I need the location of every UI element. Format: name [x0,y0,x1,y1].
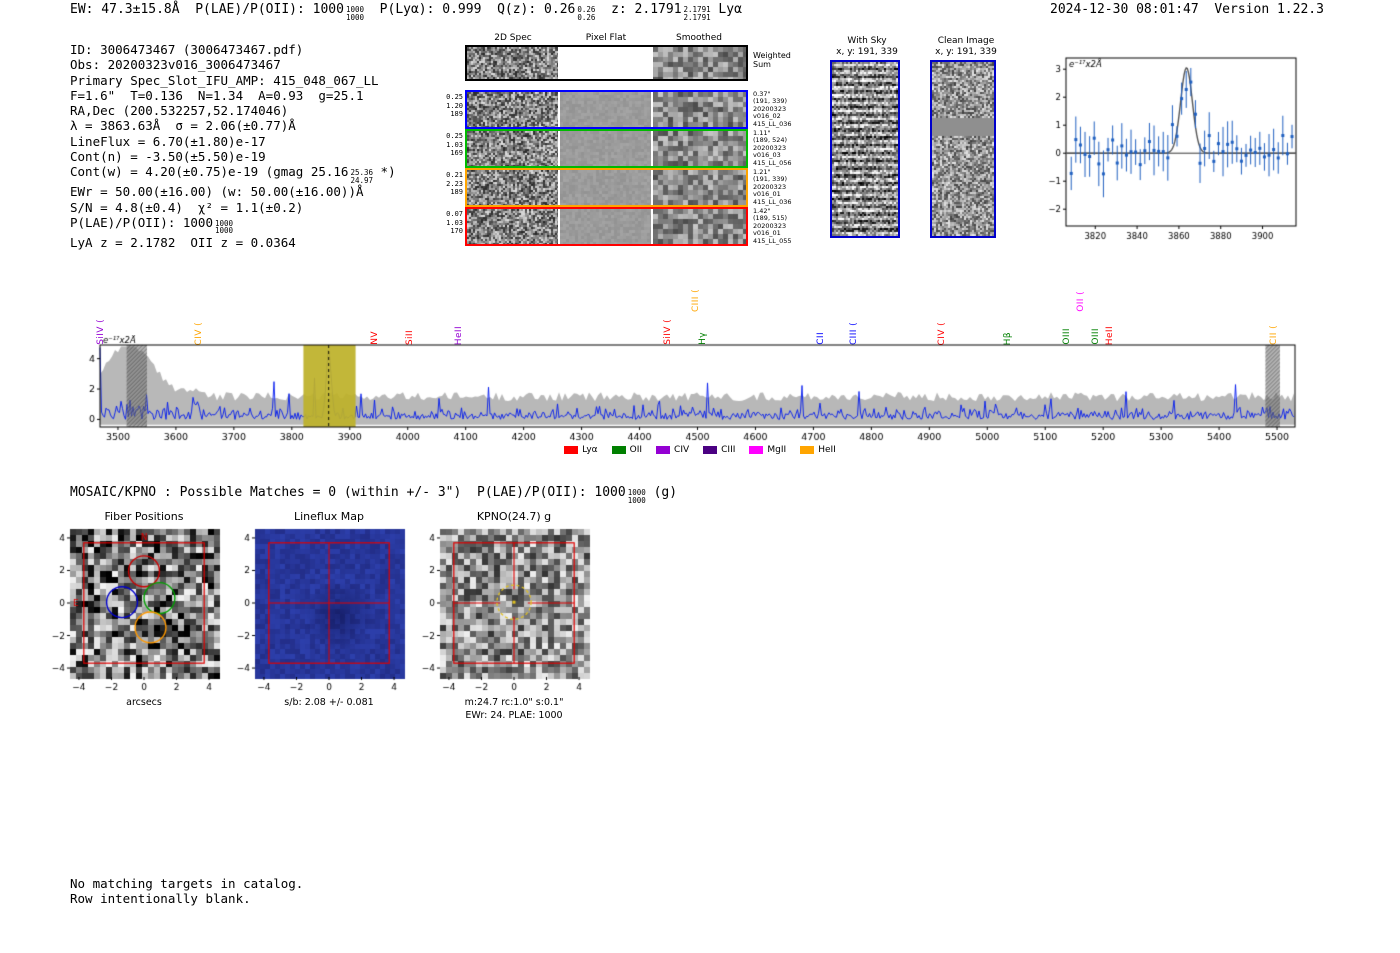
spec2d-row-weights: 0.25 1.20 189 [446,93,463,118]
legend-swatch [749,446,764,454]
spec2d-row-images [465,45,748,81]
kpno-ew-plae-label: EWr: 24. PLAE: 1000 [465,710,563,721]
smoothed-fiber-image [653,209,746,244]
cutout-title-fiber-positions: Fiber Positions [104,510,184,523]
pixel-flat-weighted-image [560,47,651,79]
info-line: RA,Dec (200.532257,52.174046) [70,103,289,119]
info-line: LineFlux = 6.70(±1.80)e-17 [70,133,266,149]
legend-item: CIII [703,445,735,455]
stacked-fraction: 1000 1000 [215,218,234,236]
zoomed-spectrum-plot [1030,46,1310,246]
with-sky-panel: With Sky x, y: 191, 339 [830,36,904,238]
spec2d-row-images [465,207,748,246]
clean-image-coords: x, y: 191, 339 [935,47,997,57]
info-line: EWr = 50.00(±16.00) (w: 50.00(±16.00))Å [70,184,364,200]
pixel-flat-fiber-image [560,209,651,244]
fiber-positions-xlabel: arcsecs [126,697,162,708]
legend-swatch [656,446,671,454]
kpno-xlabel: m:24.7 rc:1.0" s:0.1" [464,697,564,708]
legend-item: HeII [800,445,836,455]
spec2d-row-annotation: 1.11" (189, 524) 20200323 v016_03 415_LL_056 [753,129,792,167]
spec2d-col-header: Smoothed [676,33,722,43]
pixel-flat-fiber-image [560,92,651,127]
spec2d-row-images [465,129,748,168]
with-sky-coords: x, y: 191, 339 [836,47,898,57]
legend-swatch [703,446,718,454]
lineflux-map-plot [225,525,425,697]
note-row-blank: Row intentionally blank. [70,891,251,906]
spec2d-row-weights: 0.21 2.23 189 [446,171,463,196]
spec2d-row-images [465,168,748,207]
spec2d-fiber-image [467,131,558,166]
info-line: LyA z = 2.1782 OII z = 0.0364 [70,234,296,250]
stacked-fraction: 2.1791 2.1791 [683,5,711,22]
cutout-title-lineflux-map: Lineflux Map [293,510,365,523]
spec2d-row-weights: 0.25 1.03 169 [446,132,463,157]
note-no-matching-targets: No matching targets in catalog. [70,876,304,891]
emission-line-label: CIII ( [690,288,701,312]
emission-line-label: OII ( [1076,291,1087,312]
spectrum-legend: Lyα OII CIV CIII MgII HeII [520,445,880,455]
lineflux-map-xlabel: s/b: 2.08 +/- 0.081 [284,697,374,708]
pixel-flat-fiber-image [560,131,651,166]
info-line: S/N = 4.8(±0.4) χ² = 1.1(±0.2) [70,199,304,215]
legend-swatch [800,446,815,454]
legend-swatch [611,446,626,454]
info-line: Obs: 20200323v016_3006473467 [70,57,281,73]
spec2d-fiber-image [467,92,558,127]
legend-item: MgII [749,445,786,455]
info-line: Cont(w) = 4.20(±0.75)e-19 (gmag 25.16 25.… [70,164,396,185]
legend-item: Lyα [564,445,598,455]
clean-image-box [930,60,996,238]
spec2d-col-header: Pixel Flat [585,33,627,43]
legend-swatch [564,446,579,454]
with-sky-title: With Sky [847,36,887,46]
stacked-fraction: 1000 1000 [345,5,365,22]
info-line: Cont(n) = -3.50(±5.50)e-19 [70,149,266,165]
info-line: Primary Spec_Slot_IFU_AMP: 415_048_067_L… [70,72,379,88]
spec2d-fiber-image [467,170,558,205]
spec2d-row-annotation: 1.42" (189, 515) 20200323 v016_01 415_LL_055 [753,207,792,245]
clean-image-canvas [932,62,994,236]
stacked-fraction: 25.36 24.97 [350,168,374,185]
cutout-title-kpno: KPNO(24.7) g [476,510,552,523]
spec2d-row-weights: 0.07 1.03 170 [446,210,463,235]
header-summary-line: EW: 47.3±15.8Å P(LAE)/P(OII): 1000 1000 10… [70,2,742,22]
mosaic-status-line: MOSAIC/KPNO : Possible Matches = 0 (with… [70,485,678,505]
spec2d-row-annotation: 0.37" (191, 339) 20200323 v016_02 415_LL_036 [753,90,792,128]
legend-item: CIV [656,445,689,455]
spec2d-section: 2D Spec Pixel Flat Smoothed Weighted Sum 0… [443,33,823,253]
spec2d-weighted-image [467,47,558,79]
smoothed-fiber-image [653,92,746,127]
kpno-cutout-plot [410,525,610,697]
pixel-flat-fiber-image [560,170,651,205]
info-line: λ = 3863.63Å σ = 2.06(±0.77)Å [70,118,296,134]
clean-image-panel: Clean Image x, y: 191, 339 [930,36,1002,238]
smoothed-weighted-image [653,47,746,79]
smoothed-fiber-image [653,170,746,205]
with-sky-image [830,60,900,238]
main-spectrum-plot [80,335,1315,443]
with-sky-canvas [832,62,898,236]
stacked-fraction: 1000 1000 [627,488,646,505]
spec2d-row-annotation: Weighted Sum [753,51,791,69]
spec2d-row-images [465,90,748,129]
clean-image-title: Clean Image [937,36,995,46]
spec2d-col-header: 2D Spec [494,33,532,43]
spec2d-row-annotation: 1.21" (191, 339) 20200323 v016_01 415_LL_036 [753,168,792,206]
info-line: ID: 3006473467 (3006473467.pdf) [70,42,304,57]
stacked-fraction: 0.26 0.26 [577,5,596,22]
info-line: P(LAE)/P(OII): 1000 1000 1000 [70,214,234,236]
smoothed-fiber-image [653,131,746,166]
detection-info-block: ID: 3006473467 (3006473467.pdf) Obs: 2020… [70,42,396,250]
info-line: F=1.6" T=0.136 N=1.34 A=0.93 g=25.1 [70,87,364,103]
spec2d-fiber-image [467,209,558,244]
header-timestamp-version: 2024-12-30 08:01:47 Version 1.22.3 [1050,2,1324,17]
legend-item: OII [611,445,642,455]
fiber-positions-plot [40,525,240,697]
